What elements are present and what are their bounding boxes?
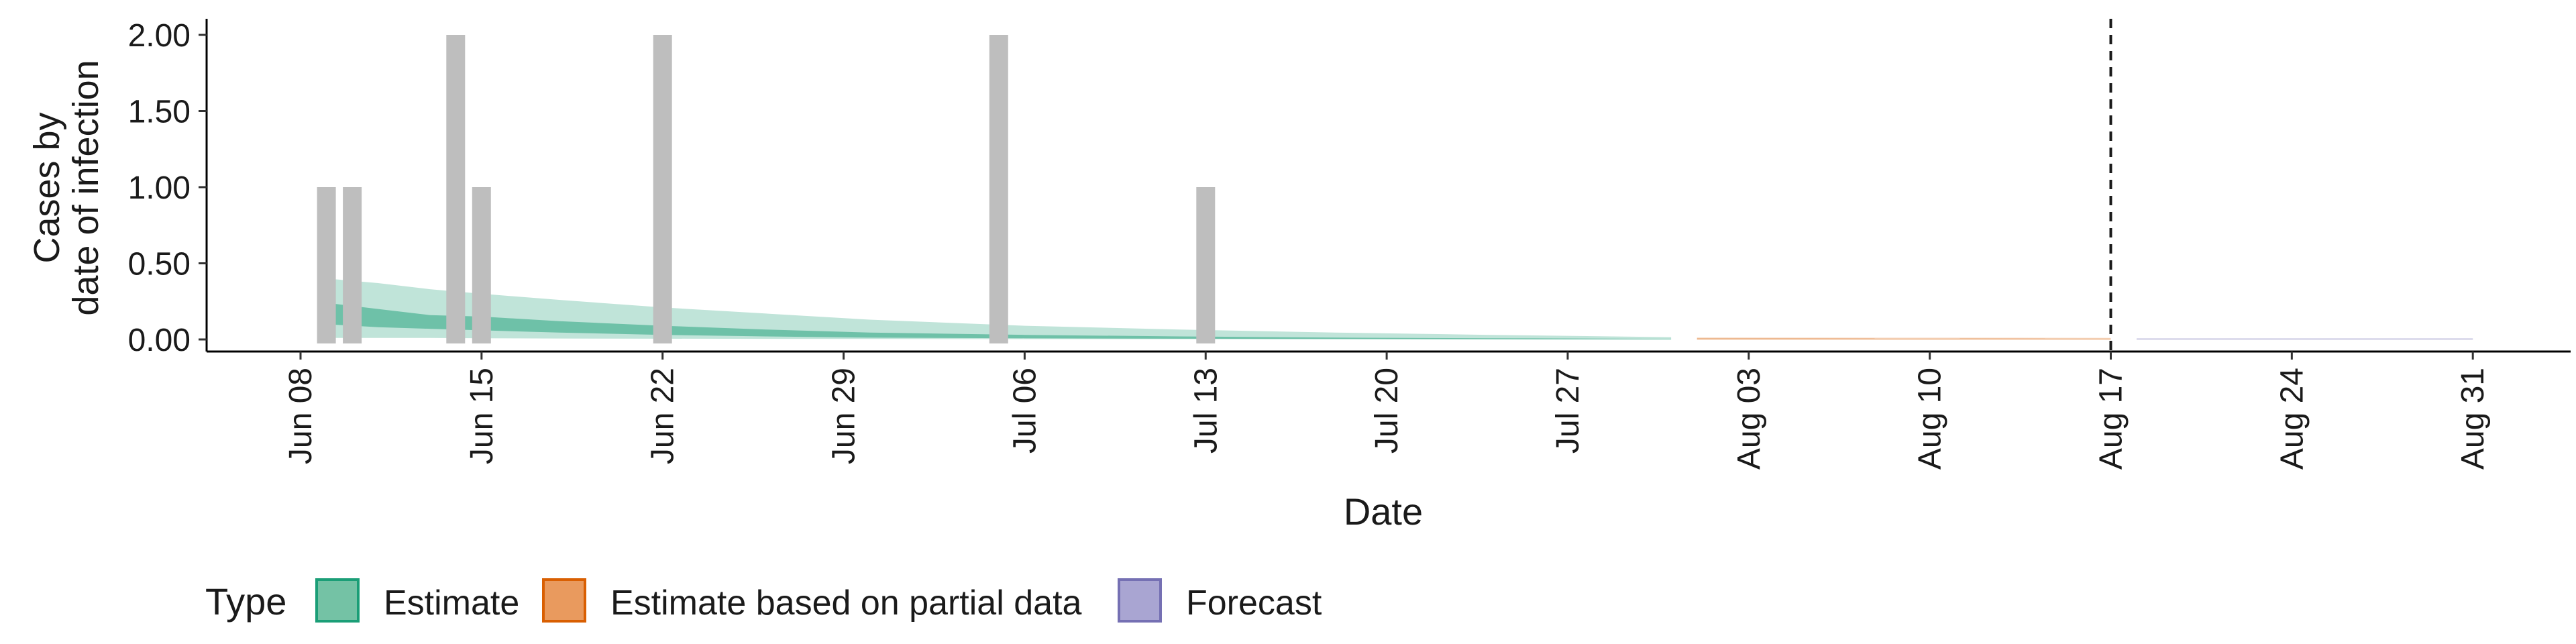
y-tick-label-3: 1.50: [128, 95, 191, 130]
y-axis-title: Cases by date of infection: [27, 60, 106, 315]
x-tick-label-9: Aug 10: [1913, 368, 1948, 470]
x-axis-title: Date: [1344, 490, 1423, 533]
legend-label-0: Estimate: [384, 584, 519, 623]
observed-bar-5: [989, 35, 1008, 343]
observed-bar-6: [1196, 187, 1216, 343]
x-tick-label-5: Jul 13: [1188, 368, 1224, 453]
x-tick-label-8: Aug 03: [1731, 368, 1767, 470]
x-tick-label-11: Aug 24: [2274, 368, 2310, 470]
x-tick-label-2: Jun 22: [645, 368, 681, 464]
y-axis-title-line-2: date of infection: [66, 60, 106, 315]
y-tick-label-1: 0.50: [128, 247, 191, 282]
axes: [205, 19, 2571, 353]
legend-swatch-2: [1118, 578, 1162, 623]
estimate-bands: [326, 278, 2473, 339]
x-tick-label-0: Jun 08: [283, 368, 319, 464]
legend-title: Type: [205, 580, 286, 623]
y-axis-title-line-1: Cases by: [27, 112, 67, 263]
y-tick-label-0: 0.00: [128, 323, 191, 358]
x-tick-label-1: Jun 15: [464, 368, 500, 464]
legend-label-2: Forecast: [1186, 584, 1322, 623]
x-tick-label-10: Aug 17: [2094, 368, 2129, 470]
y-tick-label-2: 1.00: [128, 170, 191, 206]
y-axis-ticks: 0.00 0.50 1.00 1.50 2.00: [128, 18, 207, 358]
x-tick-label-7: Jul 27: [1550, 368, 1586, 453]
x-tick-label-3: Jun 29: [826, 368, 862, 464]
legend-label-1: Estimate based on partial data: [610, 584, 1082, 623]
observed-bar-1: [343, 187, 362, 343]
x-tick-label-6: Jul 20: [1369, 368, 1405, 453]
observed-case-bars: [317, 35, 1216, 343]
x-tick-label-4: Jul 06: [1007, 368, 1042, 453]
observed-bar-0: [317, 187, 336, 343]
legend: Type Estimate Estimate based on partial d…: [205, 578, 1322, 623]
observed-bar-2: [446, 35, 466, 343]
observed-bar-4: [653, 35, 672, 343]
x-axis-ticks: Jun 08 Jun 15 Jun 22 Jun 29 Jul 06 Jul 13 Jul …: [283, 352, 2491, 470]
legend-swatch-0: [315, 578, 360, 623]
observed-bar-3: [472, 187, 491, 343]
legend-swatch-1: [542, 578, 586, 623]
x-tick-label-12: Aug 31: [2455, 368, 2491, 470]
y-tick-label-4: 2.00: [128, 18, 191, 54]
